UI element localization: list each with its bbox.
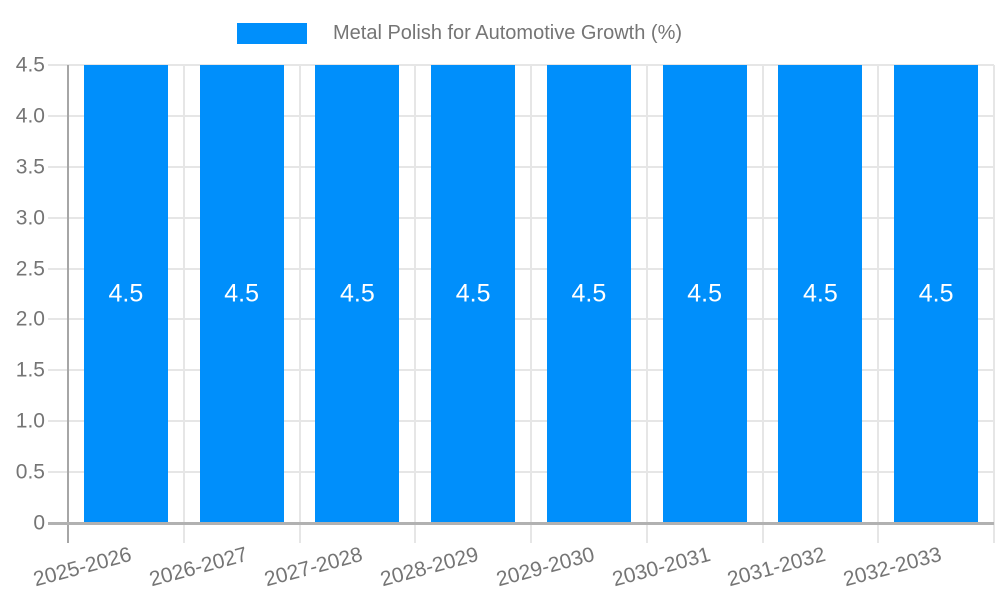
legend-item[interactable]: Metal Polish for Automotive Growth (%) — [237, 21, 682, 45]
y-axis-line — [67, 65, 69, 543]
bar-value-label: 4.5 — [802, 279, 838, 308]
v-gridline — [993, 65, 995, 543]
y-tick — [48, 420, 68, 423]
bar-value-label: 4.5 — [455, 279, 491, 308]
bar-2032-2033[interactable] — [894, 65, 979, 523]
y-axis-tick-label: 3.5 — [15, 155, 45, 179]
y-tick — [48, 165, 68, 168]
y-axis-tick-label: 2.5 — [15, 257, 45, 281]
y-tick — [48, 267, 68, 270]
y-axis-tick-label: 4.0 — [15, 104, 45, 128]
v-gridline — [414, 65, 417, 543]
bar-2026-2027[interactable] — [199, 65, 284, 523]
v-gridline — [761, 65, 764, 543]
y-tick — [48, 471, 68, 474]
legend-label: Metal Polish for Automotive Growth (%) — [333, 22, 683, 44]
bar-2028-2029[interactable] — [431, 65, 516, 523]
bar-2030-2031[interactable] — [662, 65, 747, 523]
y-axis-tick-label: 0 — [33, 511, 45, 535]
y-axis-tick-label: 0.5 — [15, 460, 45, 484]
y-axis-tick-label: 1.0 — [15, 409, 45, 433]
bar-value-label: 4.5 — [687, 279, 723, 308]
y-axis-tick-label: 1.5 — [15, 358, 45, 382]
y-tick — [48, 318, 68, 321]
v-gridline — [530, 65, 532, 543]
y-tick — [48, 114, 68, 117]
bar-2027-2028[interactable] — [315, 65, 400, 523]
v-gridline — [182, 65, 185, 543]
y-tick — [48, 216, 68, 219]
bar-value-label: 4.5 — [339, 279, 375, 308]
y-axis-tick-label: 2.0 — [15, 307, 45, 331]
bar-2029-2030[interactable] — [546, 65, 631, 523]
bar-value-label: 4.5 — [571, 279, 607, 308]
v-gridline — [645, 65, 648, 543]
bar-2025-2026[interactable] — [83, 65, 168, 523]
v-gridline — [298, 65, 301, 543]
y-tick — [48, 369, 68, 372]
y-axis-tick-label: 3.0 — [15, 206, 45, 230]
y-axis-tick-label: 4.5 — [15, 53, 45, 77]
y-tick — [48, 64, 68, 66]
bar-value-label: 4.5 — [224, 279, 260, 308]
v-gridline — [877, 65, 880, 543]
bar-value-label: 4.5 — [918, 279, 954, 308]
x-axis-line — [48, 521, 994, 525]
legend-swatch — [237, 22, 307, 44]
bar-value-label: 4.5 — [108, 279, 144, 308]
bar-2031-2032[interactable] — [778, 65, 863, 523]
